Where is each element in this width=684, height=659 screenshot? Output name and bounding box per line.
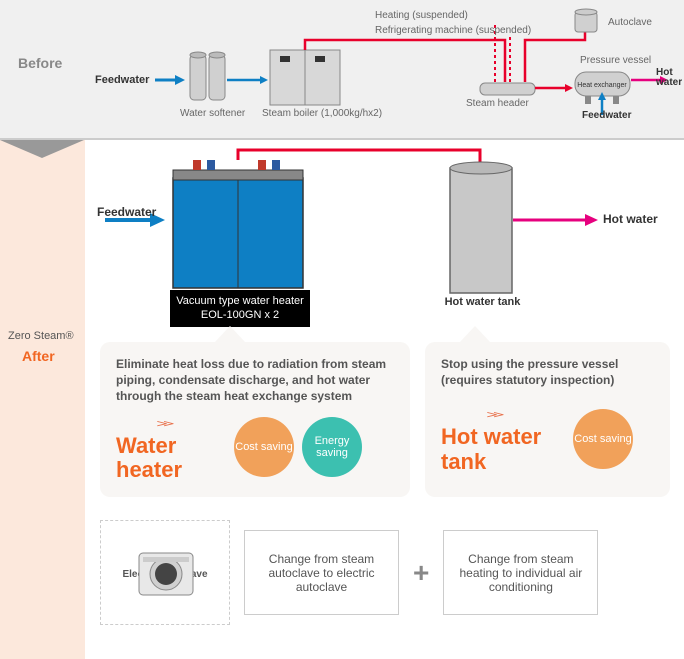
electric-autoclave-box: Electric autoclave — [100, 520, 230, 625]
hot-water-before-label: Hotwater — [656, 68, 682, 88]
heating-suspended-label: Heating (suspended) — [375, 10, 468, 21]
vacuum-heater-model: EOL-100GN x 2 — [201, 309, 279, 321]
change-heating-box: Change from steam heating to individual … — [443, 530, 598, 615]
refrig-suspended-label: Refrigerating machine (suspended) — [375, 26, 531, 36]
tank-benefit-text: Stop using the pressure vessel (requires… — [441, 356, 654, 388]
heater-benefit-text: Eliminate heat loss due to radiation fro… — [116, 356, 394, 405]
callout-pointer — [215, 326, 245, 342]
transition-triangle — [0, 140, 84, 158]
change-autoclave-box: Change from steam autoclave to electric … — [244, 530, 399, 615]
water-heater-name: Waterheater — [116, 434, 226, 482]
benefit-water-heater: Eliminate heat loss due to radiation fro… — [100, 342, 410, 497]
benefit-hot-water-tank: Stop using the pressure vessel (requires… — [425, 342, 670, 497]
hot-water-after-label: Hot water — [603, 212, 658, 226]
feedwater-after-label: Feedwater — [97, 205, 156, 219]
chevron-icon: ≫ — [156, 418, 169, 429]
plus-icon: + — [413, 557, 429, 589]
cost-saving-badge: Cost saving — [234, 417, 294, 477]
chevron-icon: ≫ — [486, 410, 499, 421]
water-softener-label: Water softener — [180, 108, 245, 119]
energy-saving-badge: Energy saving — [302, 417, 362, 477]
after-section: Feedwater Hot water Vacuum type water he… — [85, 140, 684, 659]
bottom-changes-row: Electric autoclave Change from steam aut… — [100, 520, 598, 625]
before-label: Before — [18, 55, 62, 71]
feedwater-before2-label: Feedwater — [582, 110, 631, 121]
pressure-vessel-label: Pressure vessel — [580, 55, 651, 66]
steam-boiler-label: Steam boiler (1,000kg/hx2) — [262, 108, 382, 119]
hot-water-tank-label: Hot water tank — [440, 296, 525, 308]
after-sidebar — [0, 140, 85, 659]
before-section: Before Feedwater Heat — [0, 0, 684, 140]
svg-text:Heat exchanger: Heat exchanger — [577, 82, 627, 89]
vacuum-heater-name: Vacuum type water heater — [176, 295, 304, 307]
after-label: After — [22, 348, 55, 364]
callout-pointer — [460, 326, 490, 342]
autoclave-label: Autoclave — [608, 17, 652, 28]
cost-saving-badge-2: Cost saving — [573, 409, 633, 469]
autoclave-icon — [133, 545, 198, 600]
steam-header-label: Steam header — [466, 98, 529, 109]
vacuum-heater-label-box: Vacuum type water heater EOL-100GN x 2 — [170, 290, 310, 327]
zero-steam-label: Zero Steam® — [8, 330, 74, 342]
hot-water-tank-name: Hot watertank — [441, 425, 561, 473]
